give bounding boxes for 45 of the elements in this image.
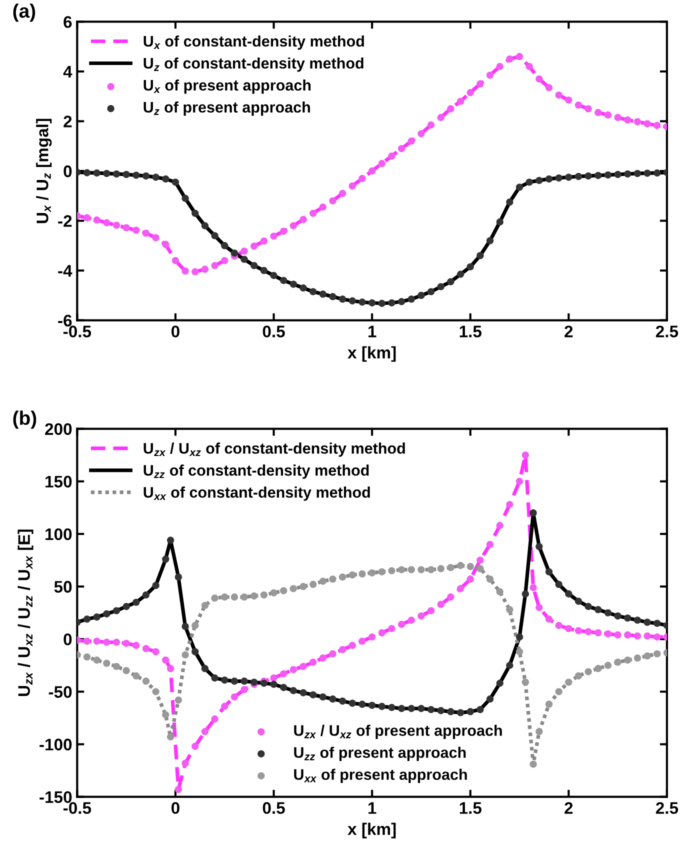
x-tick-label: -0.5 bbox=[63, 326, 92, 338]
x-tick-label: 2 bbox=[564, 326, 573, 338]
y-tick-label: 6 bbox=[64, 16, 72, 28]
x-tick-label: 0 bbox=[171, 802, 180, 814]
x-tick-label: 0.5 bbox=[262, 802, 285, 814]
x-tick-label: 0.5 bbox=[262, 326, 285, 338]
y-tick-label: 100 bbox=[46, 528, 72, 540]
legend-label: U$_{z}$ of present approach bbox=[144, 101, 310, 116]
y-tick-label: -150 bbox=[40, 791, 72, 804]
legend-label: U$_{zx}$ / U$_{xz}$ of present approach bbox=[294, 724, 502, 739]
y-tick-label: 0 bbox=[64, 165, 72, 178]
y-tick-label: 150 bbox=[46, 476, 72, 488]
x-tick-label: -0.5 bbox=[63, 802, 92, 814]
y-tick-label: 2 bbox=[64, 116, 72, 128]
x-tick-label: 1 bbox=[368, 802, 376, 814]
legend-label: U$_{z}$ of constant-density method bbox=[144, 57, 364, 72]
x-tick-label: 1.5 bbox=[460, 326, 482, 338]
y-tick-label: -6 bbox=[58, 314, 72, 326]
y-tick-label: 0 bbox=[64, 633, 72, 646]
y-tick-label: -100 bbox=[40, 738, 72, 750]
x-tick-label: 1.5 bbox=[460, 802, 482, 814]
y-tick-label: -50 bbox=[48, 686, 72, 698]
x-tick-label: 2.5 bbox=[656, 802, 678, 814]
y-tick-label: -2 bbox=[58, 215, 72, 227]
legend-label: U$_{x}$ of present approach bbox=[144, 79, 311, 94]
y-axis-title: U$_{x}$ / U$_{z}$ [mgal] bbox=[36, 118, 52, 224]
legend-label: U$_{xx}$ of present approach bbox=[294, 768, 467, 783]
y-tick-label: 4 bbox=[63, 66, 72, 78]
y-tick-label: 50 bbox=[54, 580, 72, 593]
legend-label: U$_{zz}$ of constant-density method bbox=[144, 464, 369, 479]
x-tick-label: 2 bbox=[564, 802, 573, 814]
x-tick-label: 2.5 bbox=[656, 326, 678, 338]
legend-label: U$_{x}$ of constant-density method bbox=[144, 35, 364, 50]
legend-label: U$_{zx}$ / U$_{xz}$ of constant-density method bbox=[144, 442, 405, 457]
y-tick-label: -4 bbox=[58, 265, 72, 277]
chart-title: (b) bbox=[13, 410, 36, 429]
x-axis-title: x [km] bbox=[348, 346, 396, 362]
x-tick-label: 0 bbox=[171, 326, 180, 338]
text: U$_{zx}$ / U$_{xz}$ / U$_{zz}$ / U$_{xx}$ [E] bbox=[18, 530, 34, 696]
x-axis-title: x [km] bbox=[348, 822, 396, 838]
x-tick-label: 1 bbox=[368, 326, 376, 338]
legend-label: U$_{xx}$ of constant-density method bbox=[144, 486, 370, 501]
y-tick-label: 200 bbox=[45, 423, 72, 435]
legend-label: U$_{zz}$ of present approach bbox=[294, 746, 466, 761]
chart-title: (a) bbox=[13, 4, 36, 22]
